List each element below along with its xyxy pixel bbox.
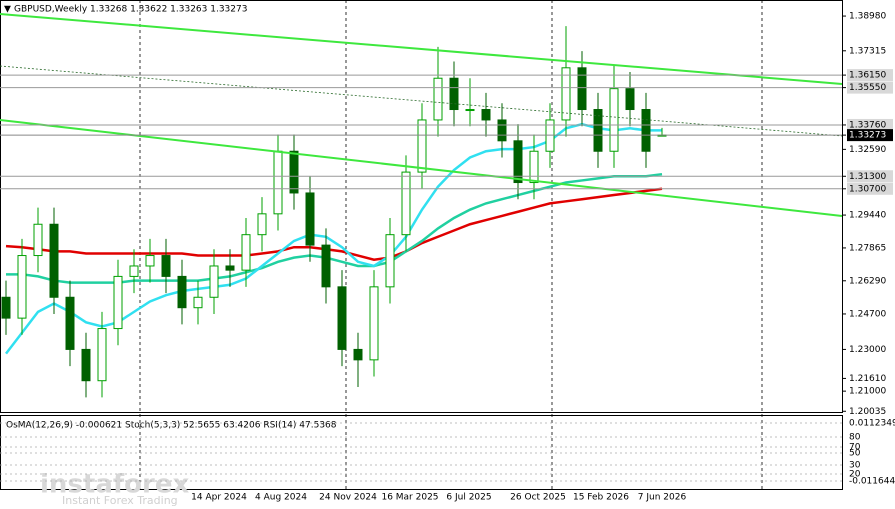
y-tick-label: 1.31300 [849,172,886,182]
candle-body [145,255,155,267]
candle-body [641,109,651,152]
candle-body [209,265,219,298]
candle-body [625,88,635,111]
y-tick-label: 1.30700 [849,184,886,194]
y-tick-label: 1.32590 [849,145,886,155]
candle-body [513,140,523,184]
candle-body [241,234,251,271]
candle-body [449,77,459,111]
y-tick-label: 1.29440 [849,211,886,221]
moving-average [5,187,663,261]
candle-body [417,119,427,173]
level-label-box [847,69,893,82]
trend-lines [0,13,843,217]
candle-body [385,234,395,288]
watermark: instaforex [40,470,190,500]
x-tick-label: 14 Apr 2024 [191,493,247,503]
period-separators [139,0,763,490]
y-tick-label: 1.23000 [849,345,886,355]
candle-body [401,171,411,236]
candle-body [113,275,123,330]
candle-body [225,265,235,271]
indicator-tick-label: -0.011644 [849,477,895,487]
candle-body [529,150,539,184]
chart-title: GBPUSD,Weekly 1.33268 1.33622 1.33263 1.… [14,5,247,15]
candle-body [1,296,11,319]
y-tick-label: 1.21610 [849,374,886,384]
candle-body [177,275,187,309]
candle-body [433,77,443,121]
candle-body [273,150,283,215]
level-label-box [847,81,893,94]
candle-body [369,286,379,361]
watermark-slogan: Instant Forex Trading [62,494,178,507]
candle-body [609,88,619,152]
x-tick-label: 7 Jun 2026 [638,493,687,503]
plot [1,26,667,398]
candle-body [497,119,507,142]
candle-body [481,109,491,121]
y-tick-label: 1.21000 [849,387,886,397]
candle-body [193,296,203,309]
y-tick-label: 1.36150 [849,71,886,81]
indicator-tick-label: 0.0112349 [849,419,895,429]
candle-body [81,348,91,382]
main-frame [0,0,843,413]
indicator-tick-label: 20 [849,470,861,480]
x-tick-label: 4 Aug 2024 [255,493,307,503]
candle-body [65,296,75,350]
level-label-box [847,170,893,183]
level-label-box [847,118,893,131]
candle-body [289,150,299,194]
candle-body [321,244,331,288]
y-tick-label: 1.35550 [849,83,886,93]
candle-body [465,109,475,112]
candle-body [49,223,59,298]
candle-body [593,109,603,152]
candle-body [305,192,315,246]
candle-body [17,255,27,319]
y-tick-label: 1.20035 [849,407,886,417]
y-tick-label: 1.26290 [849,276,886,286]
candle-body [257,213,267,236]
indicator-tick-label: 30 [849,461,861,471]
y-tick-label: 1.27865 [849,243,886,253]
y-tick-label: 1.38980 [849,12,886,22]
level-label-box [847,182,893,195]
candle-body [577,67,587,111]
candle-body [337,286,347,350]
y-tick-label: 1.33273 [849,131,886,141]
candle-body [129,265,139,277]
indicator-tick-label: 70 [849,443,861,453]
candle-body [561,67,571,121]
level-label-box [847,129,893,142]
candle-body [161,255,171,277]
x-tick-label: 6 Jul 2025 [446,493,491,503]
indicator-tick-label: 80 [849,433,861,443]
y-tick-label: 1.33760 [849,120,886,130]
x-tick-label: 15 Feb 2026 [573,493,629,503]
candle-body [97,328,107,382]
candle-body [353,348,363,361]
x-tick-label: 16 Mar 2025 [381,493,438,503]
x-tick-label: 26 Oct 2025 [510,493,566,503]
channel-line [0,65,843,137]
x-tick-label: 24 Nov 2024 [319,493,377,503]
indicator-frame [0,415,843,490]
indicator-tick-label: 50 [849,449,861,459]
y-tick-label: 1.37315 [849,46,886,56]
candle-body [33,223,43,257]
symbol-arrow: ▼ [4,5,11,15]
indicator-label: OsMA(12,26,9) -0.000621 Stoch(5,3,3) 52.… [6,421,337,431]
y-tick-label: 1.24700 [849,309,886,319]
